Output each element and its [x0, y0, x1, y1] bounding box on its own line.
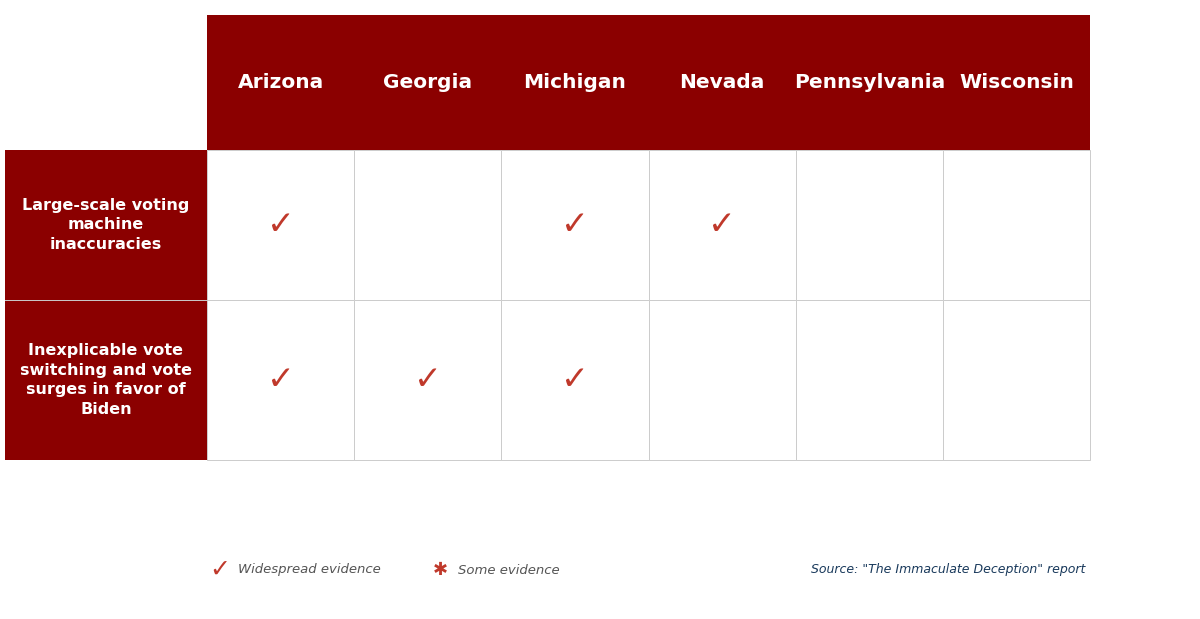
Text: ✓: ✓: [414, 363, 442, 397]
Bar: [943, 150, 1090, 300]
Text: Source: "The Immaculate Deception" report: Source: "The Immaculate Deception" repor…: [811, 563, 1085, 576]
Bar: [206, 150, 354, 300]
Text: Inexplicable vote
switching and vote
surges in favor of
Biden: Inexplicable vote switching and vote sur…: [20, 343, 192, 417]
Bar: [206, 300, 354, 460]
Text: ✓: ✓: [560, 363, 589, 397]
Bar: [648, 150, 796, 300]
Text: ✓: ✓: [266, 363, 294, 397]
Text: Michigan: Michigan: [523, 73, 626, 92]
Text: Wisconsin: Wisconsin: [959, 73, 1074, 92]
Bar: [354, 150, 502, 300]
Text: ✓: ✓: [266, 209, 294, 241]
Bar: [502, 150, 648, 300]
Text: ✓: ✓: [560, 209, 589, 241]
Text: Widespread evidence: Widespread evidence: [238, 563, 380, 576]
Text: Nevada: Nevada: [679, 73, 764, 92]
Bar: [206, 15, 1090, 150]
Bar: [943, 300, 1090, 460]
Text: ✓: ✓: [210, 558, 230, 582]
Bar: [5, 150, 208, 300]
Text: Large-scale voting
machine
inaccuracies: Large-scale voting machine inaccuracies: [23, 197, 190, 253]
Text: ✱: ✱: [432, 561, 448, 579]
Bar: [796, 150, 943, 300]
Bar: [796, 300, 943, 460]
Text: Pennsylvania: Pennsylvania: [793, 73, 944, 92]
Text: Arizona: Arizona: [238, 73, 324, 92]
Bar: [648, 300, 796, 460]
Bar: [354, 300, 502, 460]
Text: Georgia: Georgia: [383, 73, 473, 92]
Text: Some evidence: Some evidence: [458, 563, 559, 576]
Bar: [502, 300, 648, 460]
Text: ✓: ✓: [708, 209, 736, 241]
Bar: [5, 300, 208, 460]
